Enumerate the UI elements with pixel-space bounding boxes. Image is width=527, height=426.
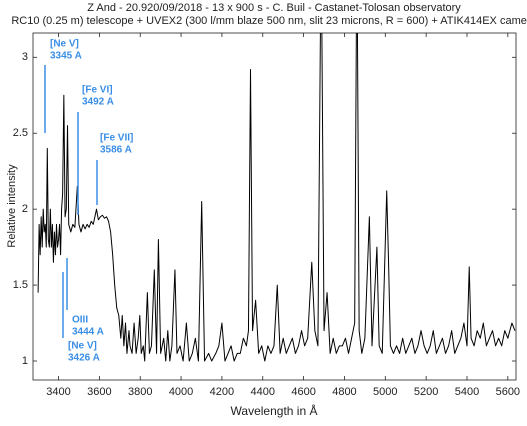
- x-axis-label: Wavelength in Å: [231, 403, 318, 418]
- x-tick-label: 5200: [414, 386, 438, 398]
- x-tick-label: 4000: [169, 386, 193, 398]
- annotation-text: [Fe VII]: [100, 133, 133, 144]
- x-tick-label: 3400: [46, 386, 70, 398]
- annotation-text: [Ne V]: [68, 341, 97, 352]
- annotation-text: 3492 A: [82, 97, 114, 108]
- x-tick-label: 4200: [210, 386, 234, 398]
- annotation-text: 3586 A: [100, 145, 132, 156]
- annotation-text: 3426 A: [68, 353, 100, 364]
- y-tick-label: 2.5: [13, 127, 28, 139]
- chart-subtitle: RC10 (0.25 m) telescope + UVEX2 (300 l/m…: [11, 15, 527, 27]
- x-tick-label: 3600: [87, 386, 111, 398]
- y-axis-label: Relative intensity: [6, 164, 18, 248]
- x-tick-label: 5600: [496, 386, 520, 398]
- y-tick-label: 2: [22, 203, 28, 215]
- y-tick-label: 1.5: [13, 279, 28, 291]
- annotation-text: 3444 A: [72, 327, 104, 338]
- x-tick-label: 5400: [455, 386, 479, 398]
- y-tick-label: 1: [22, 355, 28, 367]
- spectrum-line: [37, 33, 516, 362]
- annotation-text: [Ne V]: [50, 39, 79, 50]
- x-tick-label: 4600: [291, 386, 315, 398]
- plot-frame: [32, 32, 517, 381]
- chart-title: Z And - 20.920/09/2018 - 13 x 900 s - C.…: [87, 2, 461, 14]
- x-tick-label: 3800: [128, 386, 152, 398]
- y-tick-label: 3: [22, 51, 28, 63]
- annotation-text: OIII: [72, 315, 88, 326]
- x-tick-label: 5000: [373, 386, 397, 398]
- annotation-text: [Fe VI]: [82, 85, 113, 96]
- x-tick-label: 4800: [332, 386, 356, 398]
- annotation-text: 3345 A: [50, 51, 82, 62]
- x-tick-label: 4400: [251, 386, 275, 398]
